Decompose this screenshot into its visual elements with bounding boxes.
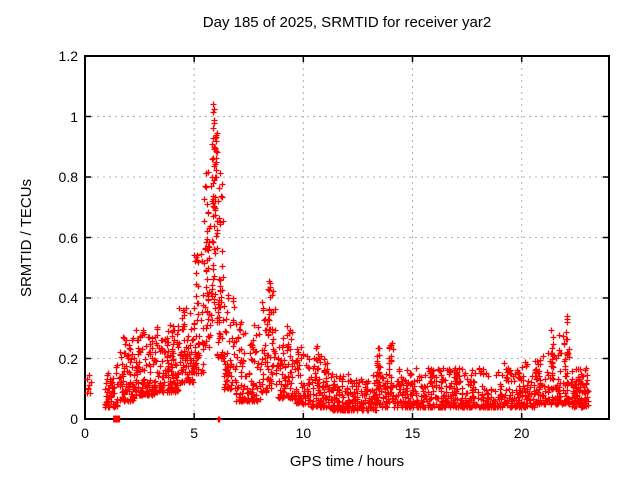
square-data-point [113,415,121,423]
y-tick-label: 0 [70,411,78,427]
x-tick-label: 5 [190,425,199,441]
y-tick-label: 0.4 [58,290,78,306]
y-tick-label: 1.2 [58,48,78,64]
x-tick-label: 15 [404,425,421,441]
x-tick-label: 20 [513,425,530,441]
chart-title: Day 185 of 2025, SRMTID for receiver yar… [202,14,492,31]
y-tick-label: 1 [70,108,78,125]
y-tick-label: 0.8 [58,169,78,185]
x-tick-label: 10 [295,425,312,441]
y-tick-label: 0.6 [58,229,78,246]
data-points [84,101,592,423]
y-tick-label: 0.2 [58,350,78,367]
x-tick-label: 0 [81,425,89,441]
x-axis-label: GPS time / hours [289,453,405,470]
